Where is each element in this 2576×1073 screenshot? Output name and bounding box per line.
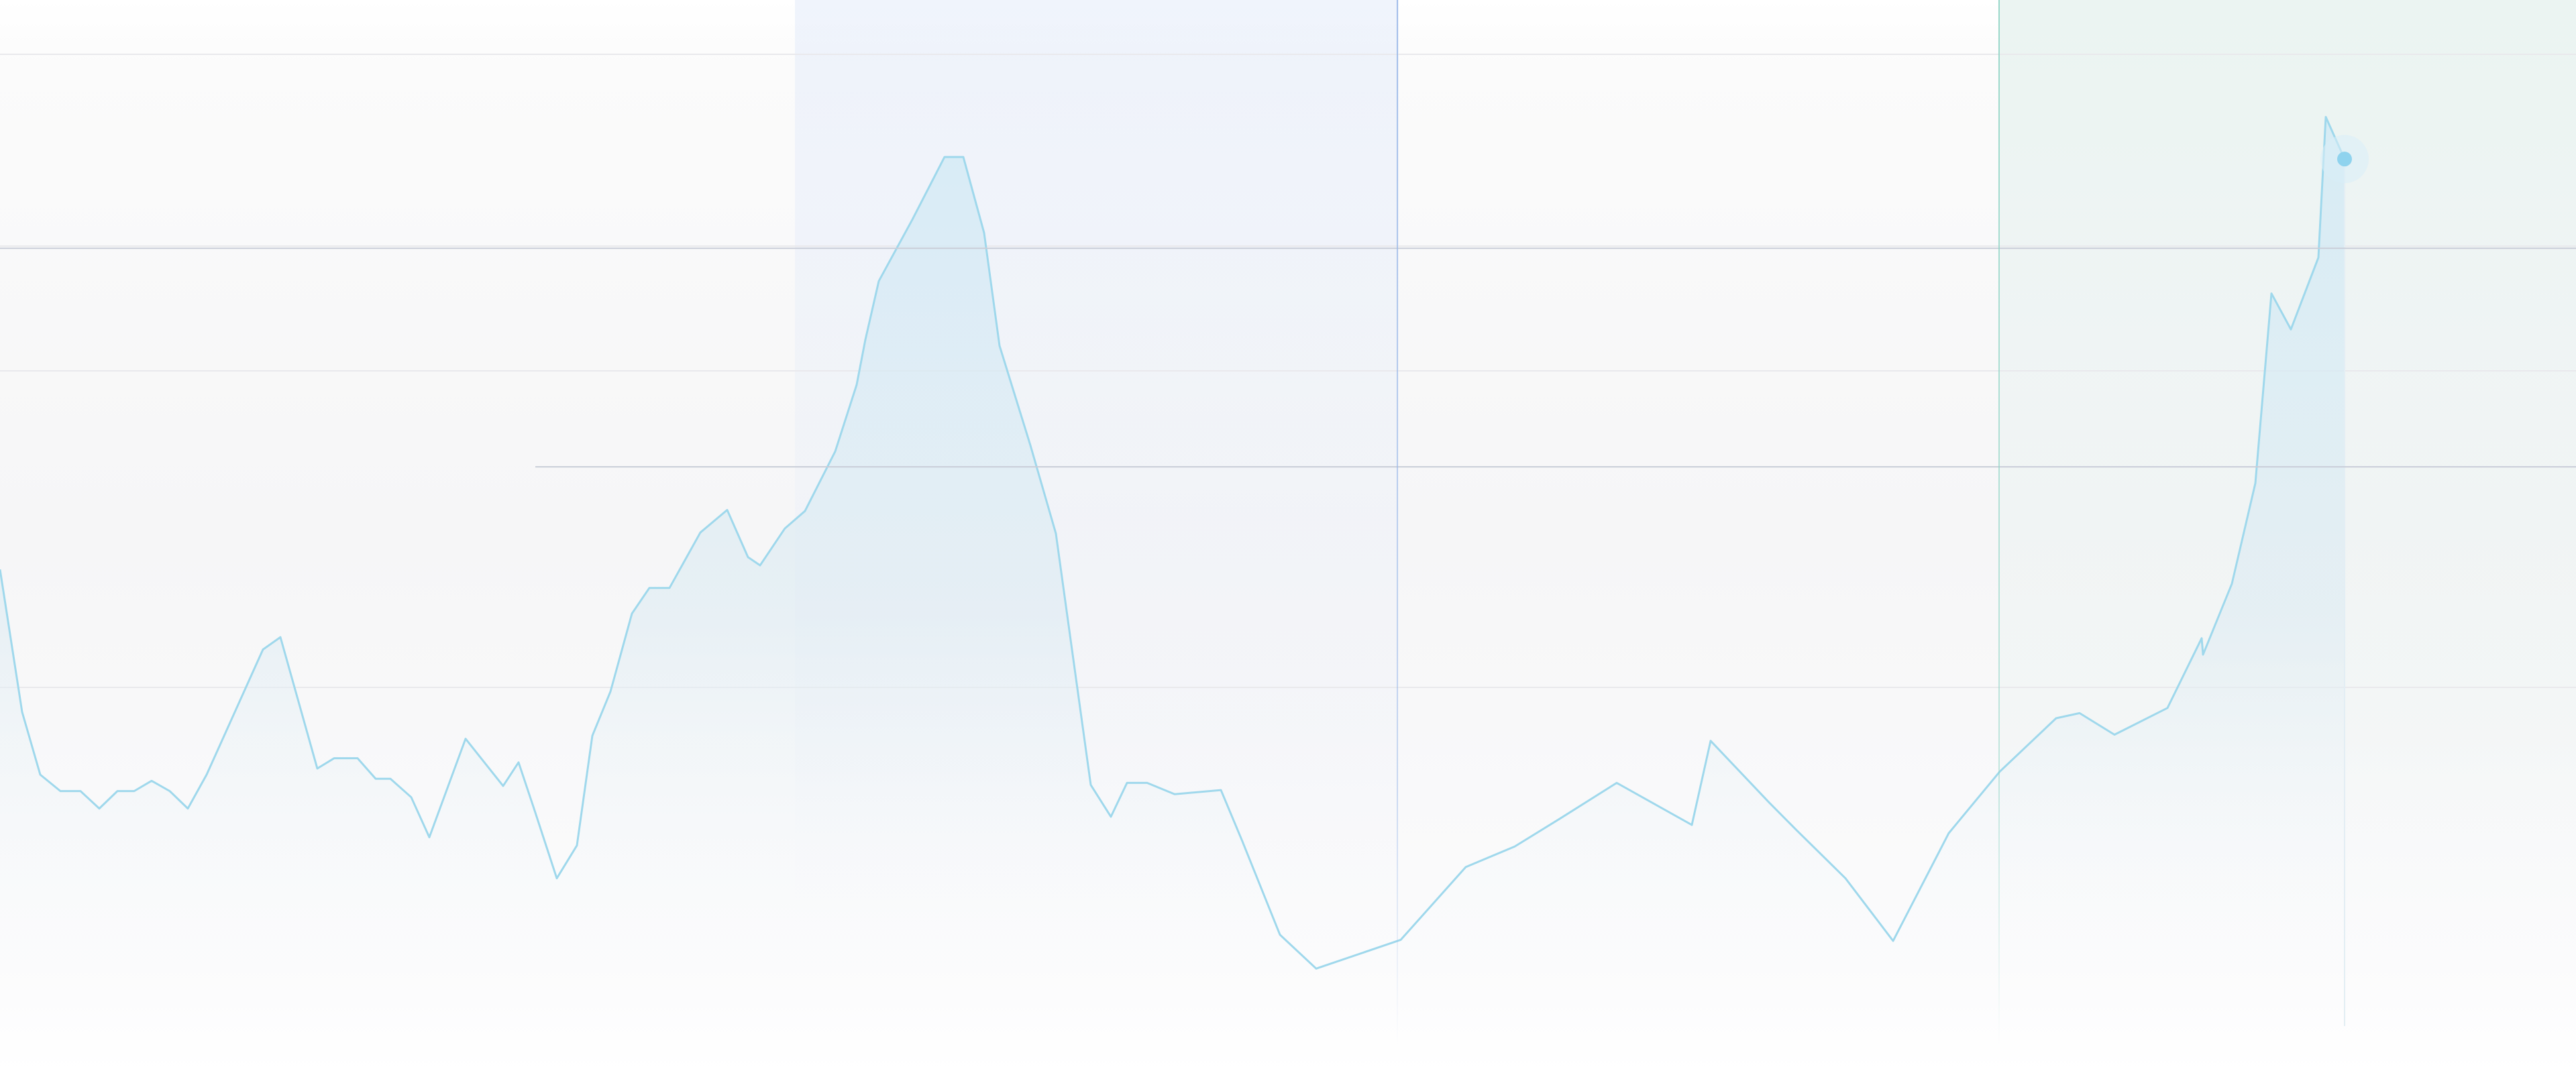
vertical-reference-line [1397,0,1398,1046]
highlight-point[interactable] [2337,152,2352,167]
series-line [0,115,2346,970]
gridlines [0,54,2576,688]
highlight-points [2320,135,2369,184]
annotation-rules [0,0,2576,1046]
area-fill [0,117,2345,1026]
area-layer [0,115,2346,1026]
highlight-bands [795,0,2576,1046]
vertical-reference-line [1998,0,2000,1046]
